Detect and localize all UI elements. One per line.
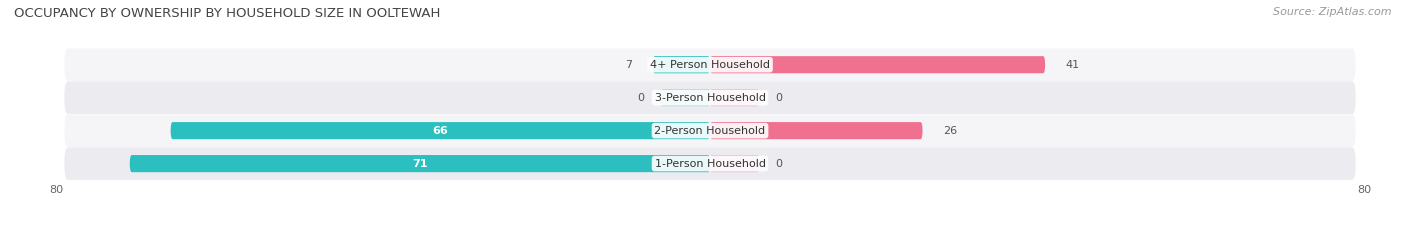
Text: 71: 71 — [412, 159, 427, 169]
FancyBboxPatch shape — [65, 48, 1355, 81]
FancyBboxPatch shape — [710, 56, 1045, 73]
FancyBboxPatch shape — [65, 114, 1355, 147]
Text: 0: 0 — [776, 159, 782, 169]
Text: OCCUPANCY BY OWNERSHIP BY HOUSEHOLD SIZE IN OOLTEWAH: OCCUPANCY BY OWNERSHIP BY HOUSEHOLD SIZE… — [14, 7, 440, 20]
FancyBboxPatch shape — [710, 155, 759, 172]
FancyBboxPatch shape — [129, 155, 710, 172]
Text: 26: 26 — [943, 126, 957, 136]
Text: 66: 66 — [433, 126, 449, 136]
Text: 3-Person Household: 3-Person Household — [655, 93, 765, 103]
Text: 41: 41 — [1066, 60, 1080, 70]
Text: 1-Person Household: 1-Person Household — [655, 159, 765, 169]
FancyBboxPatch shape — [710, 89, 759, 106]
Text: 2-Person Household: 2-Person Household — [654, 126, 766, 136]
Text: 0: 0 — [776, 93, 782, 103]
Legend: Owner-occupied, Renter-occupied: Owner-occupied, Renter-occupied — [588, 231, 832, 233]
Text: 7: 7 — [626, 60, 633, 70]
FancyBboxPatch shape — [65, 147, 1355, 180]
FancyBboxPatch shape — [710, 122, 922, 139]
FancyBboxPatch shape — [652, 56, 710, 73]
Text: 4+ Person Household: 4+ Person Household — [650, 60, 770, 70]
FancyBboxPatch shape — [65, 81, 1355, 114]
FancyBboxPatch shape — [661, 89, 710, 106]
Text: 0: 0 — [638, 93, 644, 103]
FancyBboxPatch shape — [170, 122, 710, 139]
Text: Source: ZipAtlas.com: Source: ZipAtlas.com — [1274, 7, 1392, 17]
